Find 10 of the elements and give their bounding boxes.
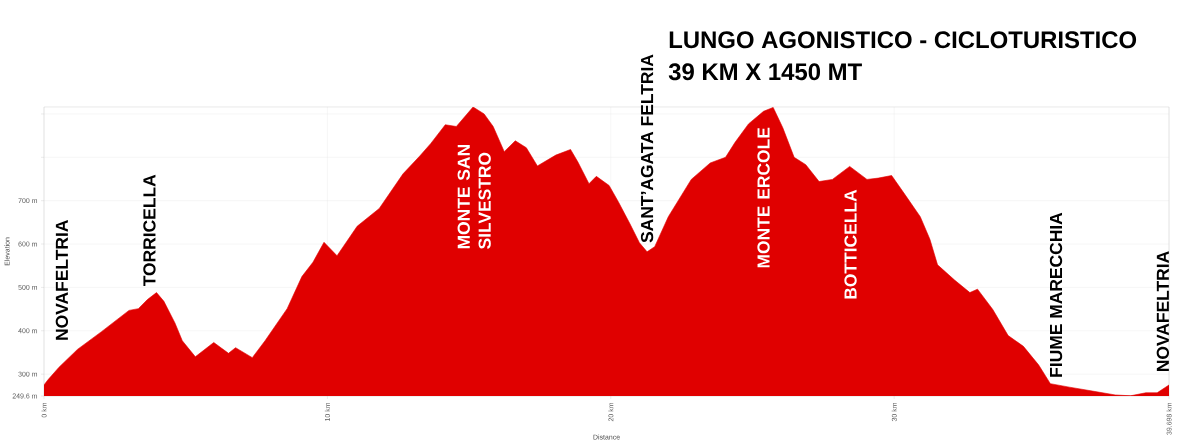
chart-title: LUNGO AGONISTICO - CICLOTURISTICO <box>669 31 1137 49</box>
annotation: FIUME MARECCHIA <box>1049 212 1063 377</box>
annotation: MONTE SAN SILVESTRO <box>457 145 491 249</box>
chart-subtitle: 39 KM X 1450 MT <box>668 63 862 81</box>
annotation: TORRICELLA <box>143 174 156 287</box>
annotation: SANT’AGATA FELTRIA <box>640 54 654 243</box>
annotation: NOVAFELTRIA <box>55 220 69 340</box>
annotation: BOTTICELLA <box>844 189 857 299</box>
annotation: MONTE ERCOLE <box>757 127 770 268</box>
annotation: NOVAFELTRIA <box>1156 251 1170 372</box>
